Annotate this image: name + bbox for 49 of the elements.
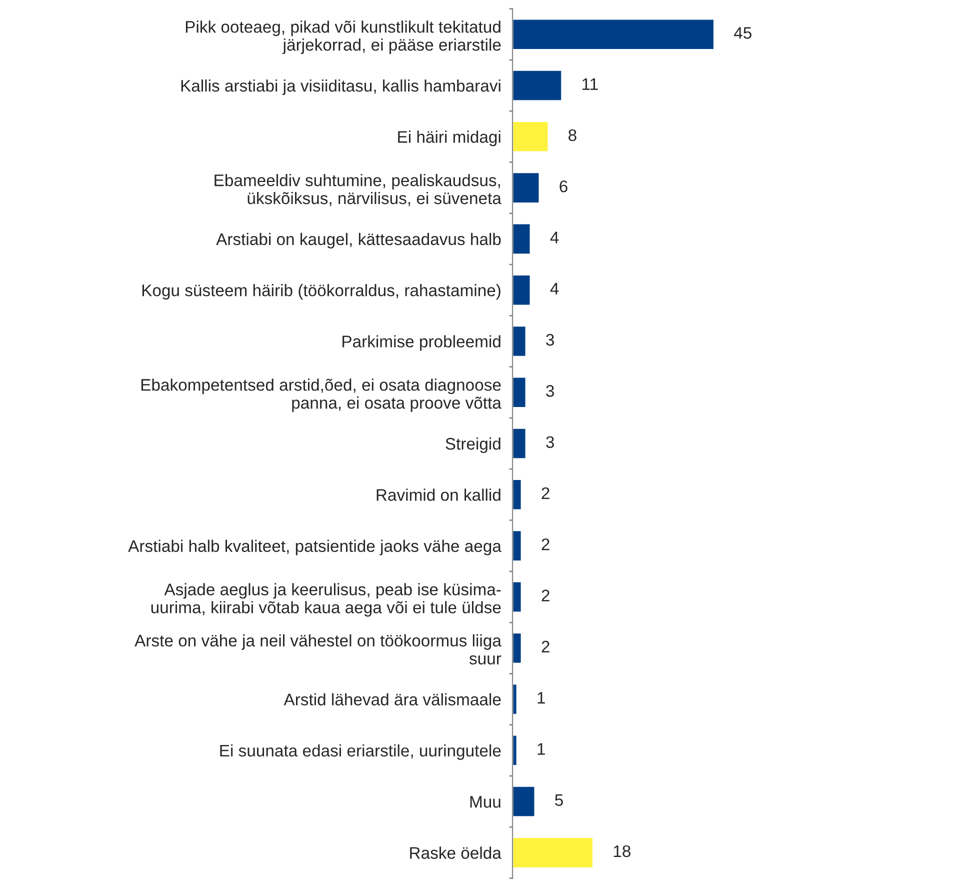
data-label: 3 [546, 436, 554, 448]
y-tick-label: Asjade aeglus ja keerulisus, peab ise küsima- uurima, kiirabi võtab kaua aega või ei tule üldse [151, 583, 501, 617]
y-tick-label: Arste on vähe ja neil vähestel on töökoormus liiga suur [134, 634, 502, 664]
y-tick-label: Ebakompetentsed arstid,õed, ei osata diagnoose panna, ei osata proove võtta [141, 378, 502, 412]
data-label: 18 [614, 845, 630, 858]
y-tick-label: Ei häiri midagi [398, 130, 500, 146]
data-label: 5 [555, 794, 563, 806]
bar [512, 530, 522, 562]
bar [512, 18, 715, 50]
data-label: 8 [568, 129, 576, 142]
y-tick-label: Pikk ooteaeg, pikad või kunstlikult tekitatud järjekorrad, ei pääse eriarstile [186, 20, 501, 54]
y-tick-label: Raske öelda [410, 846, 502, 859]
bar [512, 69, 563, 102]
bar [512, 274, 532, 306]
data-label: 2 [542, 538, 550, 550]
data-label: 1 [538, 743, 545, 755]
y-tick-label: Parkimise probleemid [342, 335, 500, 351]
data-label: 3 [546, 334, 554, 346]
data-label: 45 [734, 27, 752, 39]
bar [512, 836, 594, 869]
data-label: 2 [542, 487, 550, 499]
data-label: 1 [538, 692, 545, 704]
bar [512, 580, 522, 613]
y-tick-label: Ei suunata edasi eriarstile, uuringutele [220, 744, 501, 760]
bar [512, 376, 527, 408]
bar [512, 325, 527, 358]
y-tick-label: Streigid [446, 437, 500, 454]
data-label: 2 [542, 640, 550, 652]
y-tick-label: Ravimid on kallid [376, 488, 500, 501]
data-label: 3 [546, 385, 554, 397]
bar [512, 172, 540, 204]
data-label: 11 [582, 78, 598, 90]
data-label: 2 [542, 590, 550, 602]
y-tick-label: Muu [470, 796, 500, 808]
bar [512, 478, 522, 511]
bar [512, 222, 532, 255]
y-tick-label: Arstid lähevad ära välismaale [284, 693, 501, 706]
bar [512, 120, 550, 153]
y-tick-label: Arstiabi halb kvaliteet, patsientide jaoks vähe aega [128, 540, 502, 556]
y-tick-label: Ebameeldiv suhtumine, pealiskaudsus, ükskõiksus, närvilisus, ei süveneta [214, 174, 502, 206]
y-tick-label: Kogu süsteem häirib (töökorraldus, rahastamine) [142, 284, 500, 300]
data-label: 4 [550, 232, 559, 244]
bar [512, 632, 522, 664]
y-tick-label: Kallis arstiabi ja visiiditasu, kallis hambaravi [181, 79, 500, 96]
data-label: 6 [560, 180, 568, 192]
data-label: 4 [550, 282, 559, 294]
bar [512, 427, 527, 460]
y-tick-label: Arstiabi on kaugel, kättesaadavus halb [216, 232, 501, 248]
bar [512, 785, 536, 818]
